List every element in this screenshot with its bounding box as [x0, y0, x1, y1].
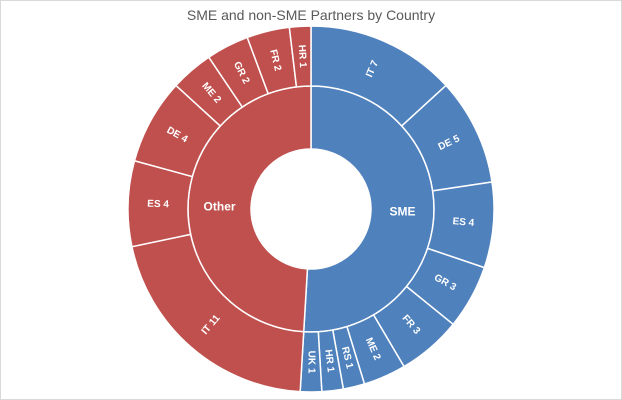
outer-segment-other-hr	[288, 25, 312, 88]
segment-label-sme-hr: HR 1	[322, 349, 336, 373]
segment-label-other-hr: HR 1	[296, 45, 308, 69]
segment-label-other-es: ES 4	[147, 199, 169, 211]
segment-label-sme-rs: RS 1	[339, 346, 355, 371]
segment-label-sme-uk: UK 1	[306, 351, 317, 374]
segment-label-sme-es: ES 4	[452, 216, 475, 229]
group-label-other: Other	[204, 199, 236, 213]
chart-title: SME and non-SME Partners by Country	[186, 7, 436, 23]
group-label-sme: SME	[389, 205, 415, 219]
segment-label-other-fr: FR 2	[267, 48, 283, 72]
